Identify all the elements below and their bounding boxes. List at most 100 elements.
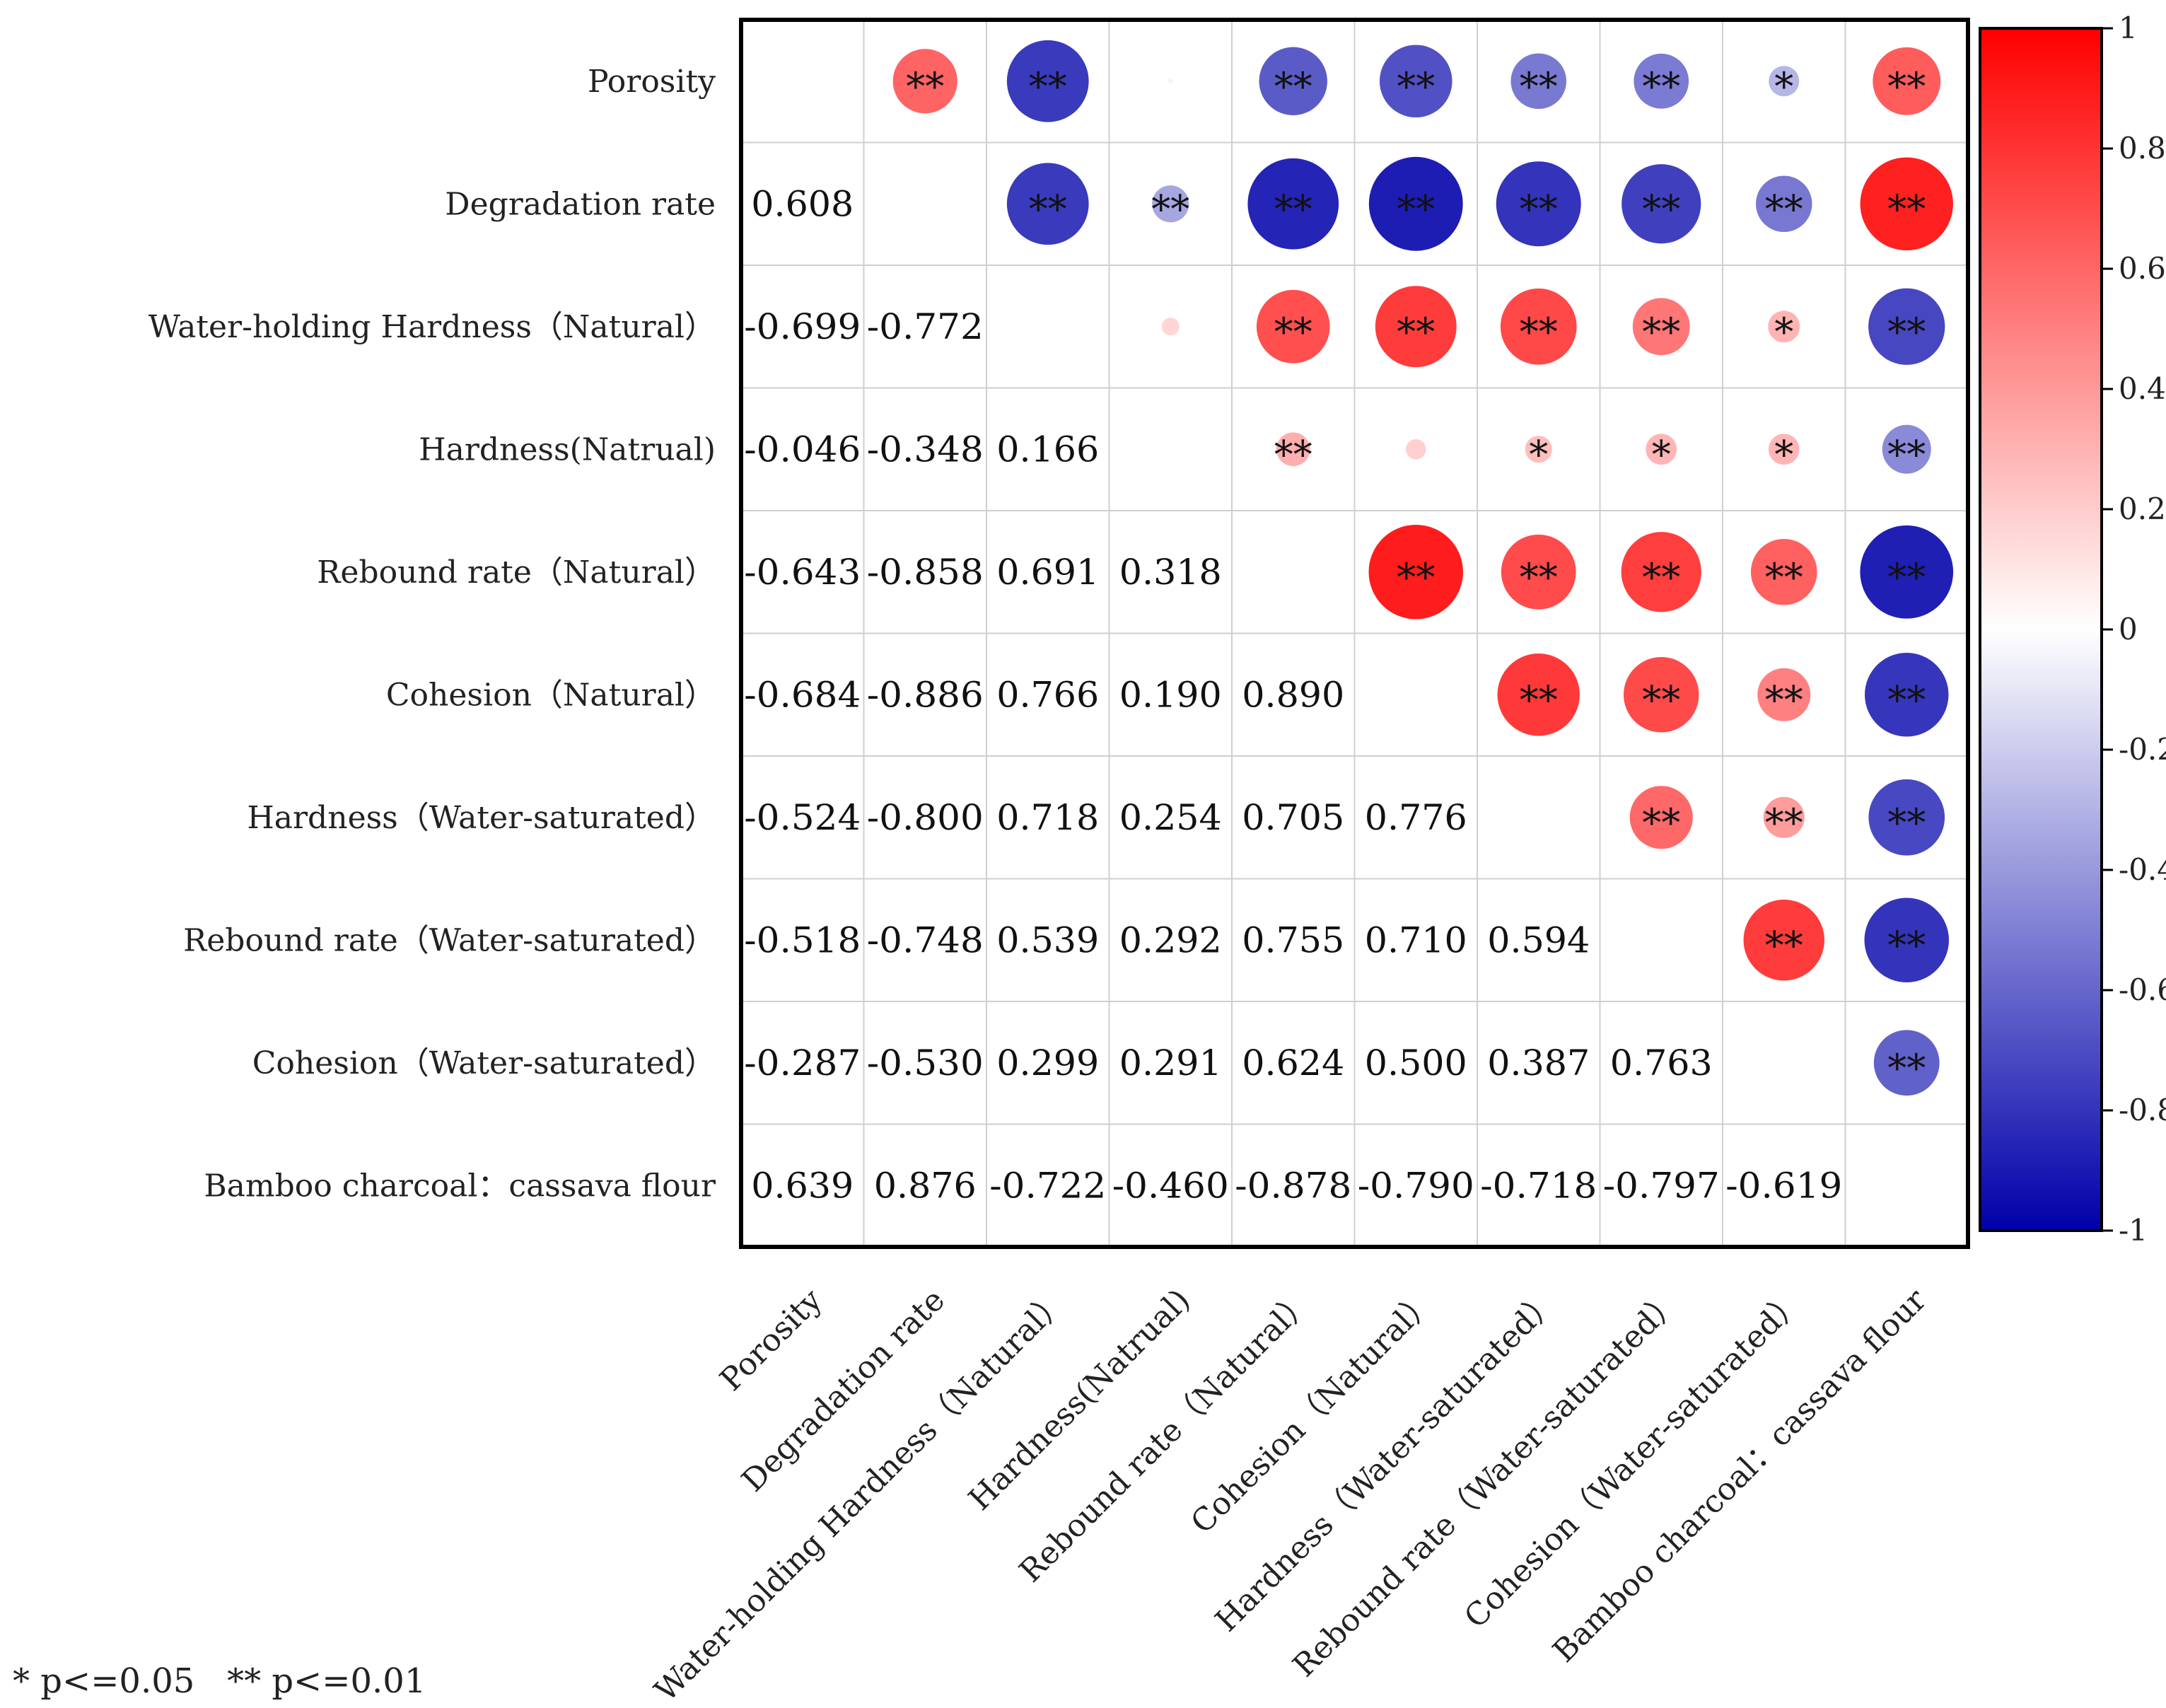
correlation-circle [1379,45,1452,118]
correlation-circle [1864,897,1950,983]
correlation-value: -0.790 [1358,1165,1474,1206]
colorbar-tick-label: 0.8 [2119,131,2166,165]
significance-mark: ** [1642,187,1680,231]
row-labels: Porosity Degradation rate Water-holding Ha… [149,64,716,1204]
significance-mark: ** [1397,310,1435,354]
correlation-value: 0.624 [1242,1042,1344,1084]
column-label: Water-holding Hardness（Natural） [648,1282,1074,1708]
correlation-value: -0.797 [1603,1165,1720,1206]
correlation-circle [1873,47,1941,115]
correlation-circle [1768,310,1800,343]
correlation-value: -0.718 [1480,1165,1597,1206]
significance-mark: ** [1151,187,1189,231]
correlation-value: 0.608 [751,183,854,224]
correlation-value: -0.524 [744,797,861,838]
significance-mark: ** [1642,801,1680,845]
significance-mark: ** [1765,801,1803,845]
correlation-value: -0.699 [744,306,861,347]
correlation-circle [1757,668,1811,721]
correlation-value: 0.318 [1119,552,1222,593]
colorbar-tick-label: -0.2 [2119,732,2166,767]
row-label: Rebound rate（Water-saturated） [183,922,716,958]
significance-mark: ** [1642,64,1680,109]
correlation-value: 0.639 [751,1165,854,1206]
correlation-circle [1860,525,1954,619]
significance-mark: ** [1887,801,1926,845]
correlation-circle [1743,900,1824,981]
correlation-value: -0.772 [867,306,984,347]
correlation-circle [1496,161,1581,247]
colorbar-tick-label: -0.8 [2119,1093,2166,1127]
column-label: Porosity [713,1282,829,1398]
correlation-value: 0.254 [1119,797,1222,838]
row-label: Water-holding Hardness（Natural） [149,309,716,345]
significance-mark: ** [1887,678,1926,722]
significance-mark: * [1774,432,1793,477]
correlation-value: 0.755 [1242,919,1344,960]
row-label: Cohesion（Water-saturated） [252,1045,716,1081]
correlation-value: -0.530 [867,1042,984,1084]
significance-mark: ** [1397,187,1435,231]
row-label: Hardness（Water-saturated） [247,800,716,836]
correlation-value: 0.776 [1365,797,1467,838]
correlation-value: -0.287 [744,1042,861,1084]
row-label: Rebound rate（Natural） [317,554,716,591]
correlation-value: 0.705 [1242,797,1344,838]
correlation-circle [1525,436,1552,463]
significance-mark: * [1774,310,1793,354]
correlation-value: 0.291 [1119,1042,1222,1084]
correlation-circle [1873,1030,1940,1096]
correlation-circle [1497,653,1580,736]
significance-mark: ** [1887,432,1926,477]
correlation-circle [1621,164,1701,244]
significance-mark: ** [1642,310,1680,354]
correlation-circle [1501,534,1576,610]
correlation-value: 0.166 [996,429,1099,470]
significance-mark: ** [1029,187,1067,231]
significance-mark: ** [1520,310,1558,354]
significance-mark: * [1529,432,1548,477]
correlation-value: 0.594 [1487,919,1590,960]
correlation-circle [1152,185,1189,223]
significance-mark: ** [1029,64,1067,109]
matrix-grid [739,18,1970,1249]
correlation-value: -0.878 [1235,1165,1351,1206]
correlation-circle [1632,298,1690,356]
colorbar-tick-label: -1 [2119,1213,2148,1248]
correlation-circle [1375,286,1457,368]
correlation-value: -0.643 [744,552,861,593]
significance-mark: ** [1887,310,1926,354]
correlation-circle [1624,657,1699,733]
correlation-circle [1006,163,1089,245]
correlation-circle [1634,53,1689,109]
correlation-value: 0.387 [1487,1042,1590,1084]
significance-mark: ** [1887,187,1926,231]
significance-legend: * p<=0.05 ** p<=0.01 [13,1661,426,1701]
significance-mark: ** [1765,187,1803,231]
correlation-circle [1769,66,1800,97]
significance-mark: ** [1765,923,1803,968]
significance-mark: ** [1274,187,1312,231]
significance-mark: ** [1274,310,1312,354]
correlation-value: -0.722 [989,1165,1106,1206]
correlation-value: 0.691 [996,552,1099,593]
correlation-value: 0.710 [1365,919,1467,960]
correlation-circle [1006,40,1089,122]
correlation-circles: ** ** ** ** ** ** * **** ** ** ** ** ** ** **** ** ** ** *… [892,40,1954,1096]
significance-mark: ** [1397,555,1435,600]
correlation-circle [1860,157,1953,250]
row-label: Hardness(Natrual) [419,431,716,467]
correlation-circle [1646,434,1677,465]
colorbar-tick-label: 1 [2119,11,2138,45]
correlation-value: -0.046 [744,429,861,470]
significance-mark: ** [1397,64,1435,109]
significance-mark: ** [1887,923,1926,968]
significance-mark: * [1774,64,1793,109]
correlation-circle [1868,288,1945,365]
correlation-value: 0.539 [996,919,1099,960]
correlation-value: 0.299 [996,1042,1099,1084]
correlation-value: -0.619 [1725,1165,1842,1206]
correlation-circle [1510,53,1567,110]
significance-mark: ** [1887,1046,1926,1091]
